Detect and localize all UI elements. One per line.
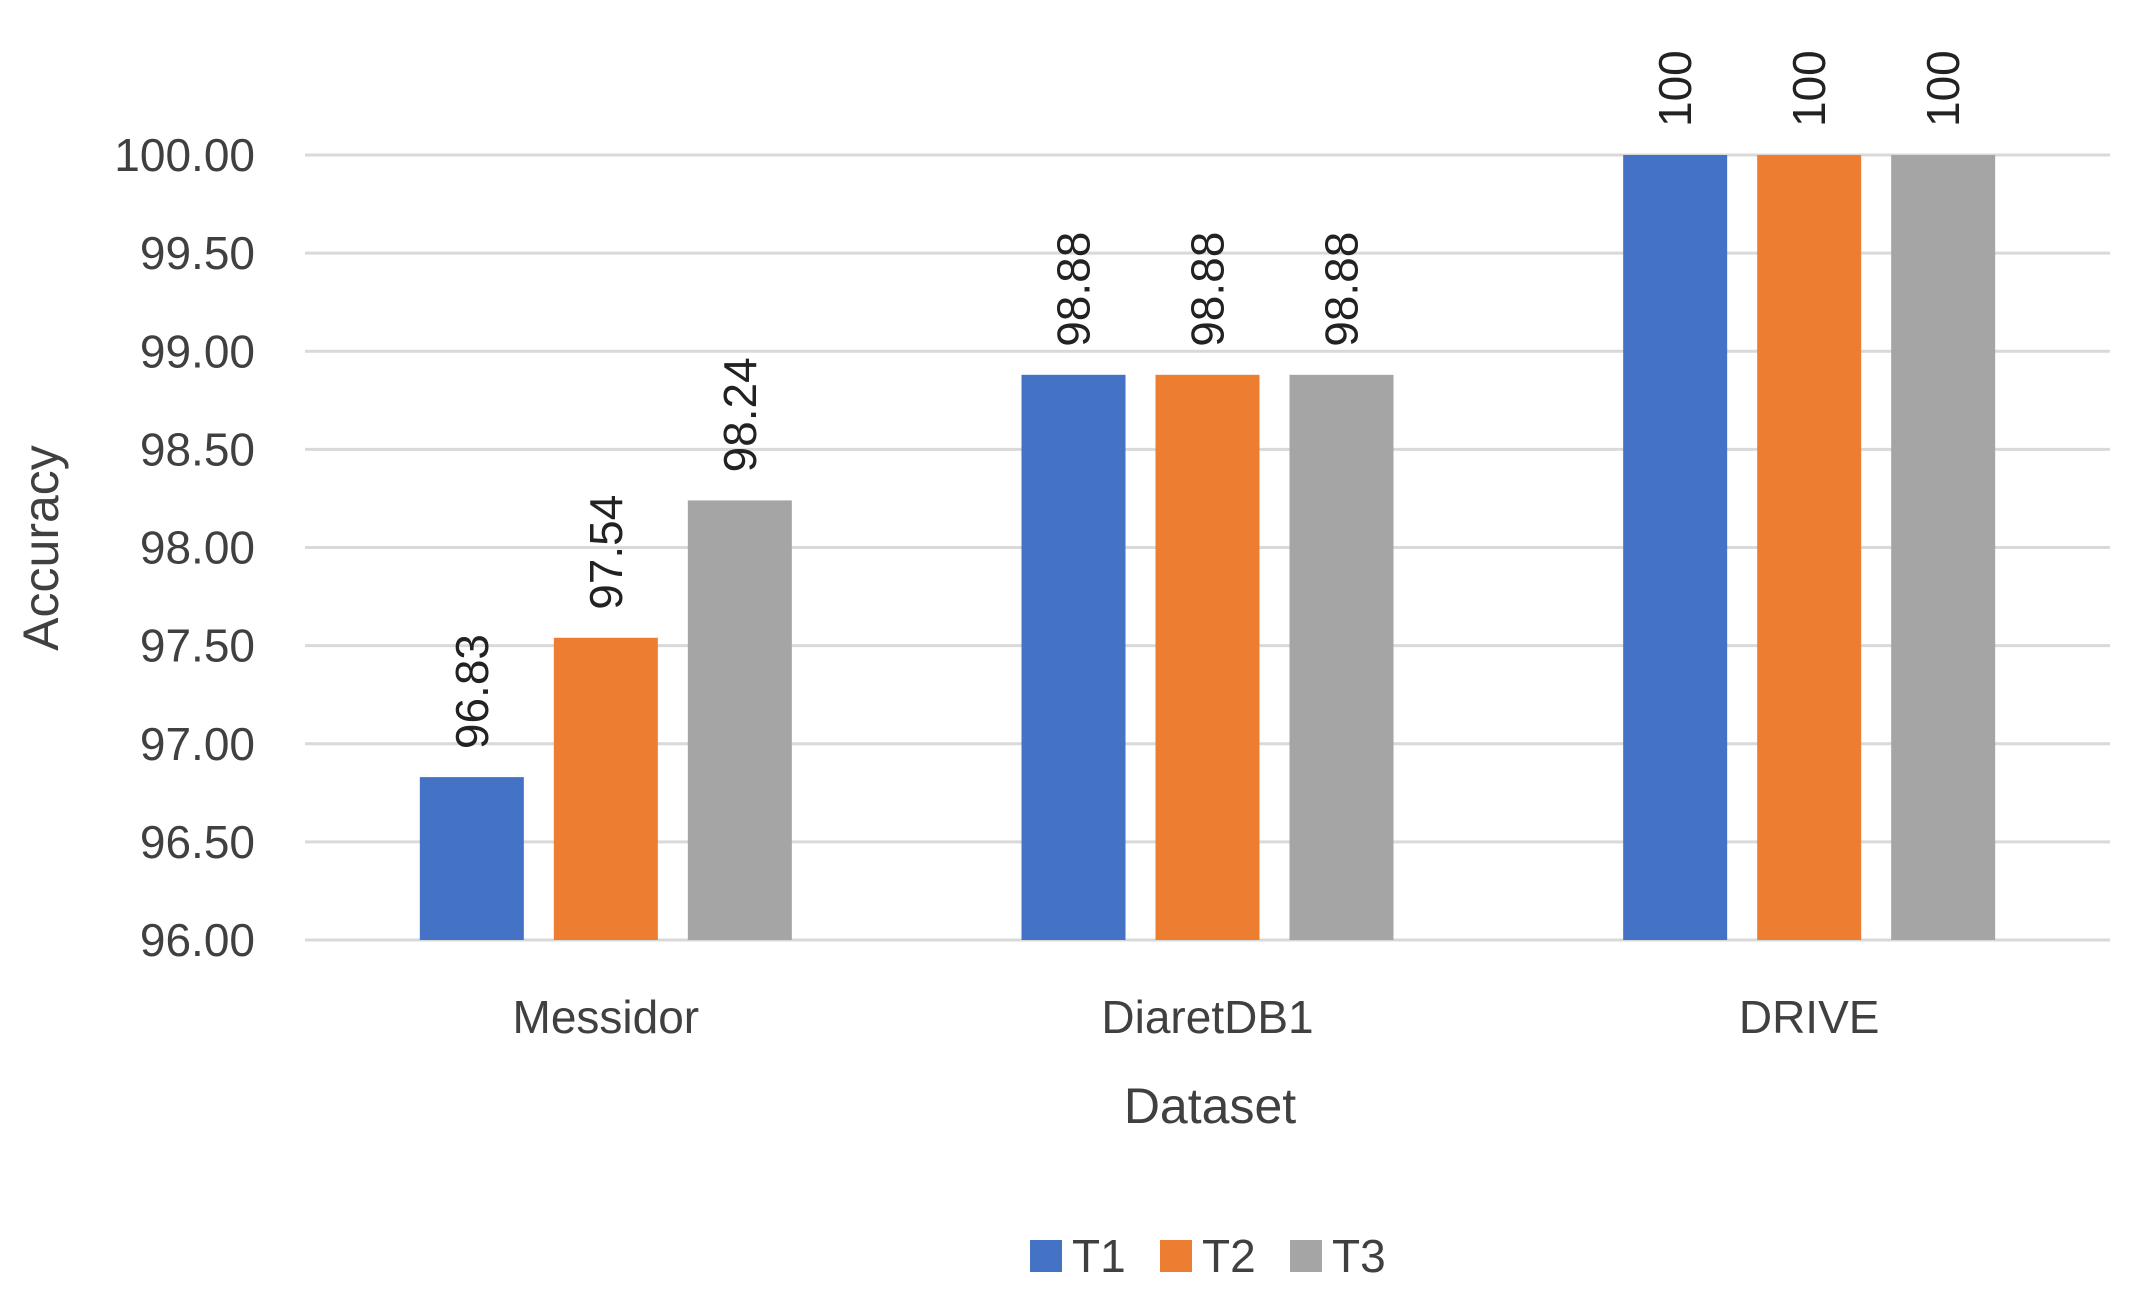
x-axis-title: Dataset bbox=[1124, 1078, 1296, 1134]
bar-t1-diaretdb1 bbox=[1021, 374, 1126, 940]
data-label: 100 bbox=[1649, 50, 1701, 127]
bar-t2-messidor bbox=[553, 637, 658, 940]
legend: T1 T2 T3 bbox=[1030, 1230, 1386, 1282]
legend-swatch-t3 bbox=[1290, 1240, 1322, 1272]
data-label: 98.88 bbox=[1182, 232, 1234, 347]
bar-t3-drive bbox=[1891, 155, 1996, 940]
y-axis-ticks: 96.00 96.50 97.00 97.50 98.00 98.50 99.00 99.50… bbox=[114, 129, 255, 966]
bar-t2-drive bbox=[1757, 155, 1862, 940]
y-tick-label: 97.50 bbox=[140, 620, 255, 672]
data-labels: 96.83 97.54 98.24 98.88 98.88 98.88 100 100 100 bbox=[446, 50, 1969, 749]
y-tick-label: 97.00 bbox=[140, 718, 255, 770]
legend-swatch-t1 bbox=[1030, 1240, 1062, 1272]
data-label: 100 bbox=[1783, 50, 1835, 127]
bars bbox=[419, 155, 1996, 940]
x-category-label: DRIVE bbox=[1739, 991, 1880, 1043]
y-tick-label: 96.00 bbox=[140, 914, 255, 966]
bar-t2-diaretdb1 bbox=[1155, 374, 1260, 940]
legend-label-t3: T3 bbox=[1332, 1230, 1386, 1282]
bar-t3-diaretdb1 bbox=[1289, 374, 1394, 940]
x-category-label: DiaretDB1 bbox=[1101, 991, 1313, 1043]
y-tick-label: 98.00 bbox=[140, 522, 255, 574]
x-category-label: Messidor bbox=[513, 991, 700, 1043]
y-tick-label: 99.00 bbox=[140, 325, 255, 377]
legend-swatch-t2 bbox=[1160, 1240, 1192, 1272]
x-axis-categories: Messidor DiaretDB1 DRIVE bbox=[513, 991, 1880, 1043]
legend-label-t2: T2 bbox=[1202, 1230, 1256, 1282]
legend-label-t1: T1 bbox=[1072, 1230, 1126, 1282]
data-label: 98.88 bbox=[1048, 232, 1100, 347]
y-axis-title: Accuracy bbox=[13, 445, 69, 651]
y-tick-label: 99.50 bbox=[140, 227, 255, 279]
data-label: 97.54 bbox=[580, 495, 632, 610]
y-tick-label: 100.00 bbox=[114, 129, 255, 181]
bar-t1-drive bbox=[1623, 155, 1728, 940]
data-label: 96.83 bbox=[446, 634, 498, 749]
data-label: 98.24 bbox=[714, 357, 766, 472]
bar-t3-messidor bbox=[687, 500, 792, 940]
data-label: 98.88 bbox=[1316, 232, 1368, 347]
y-tick-label: 96.50 bbox=[140, 816, 255, 868]
bar-t1-messidor bbox=[419, 777, 524, 940]
data-label: 100 bbox=[1917, 50, 1969, 127]
y-tick-label: 98.50 bbox=[140, 423, 255, 475]
